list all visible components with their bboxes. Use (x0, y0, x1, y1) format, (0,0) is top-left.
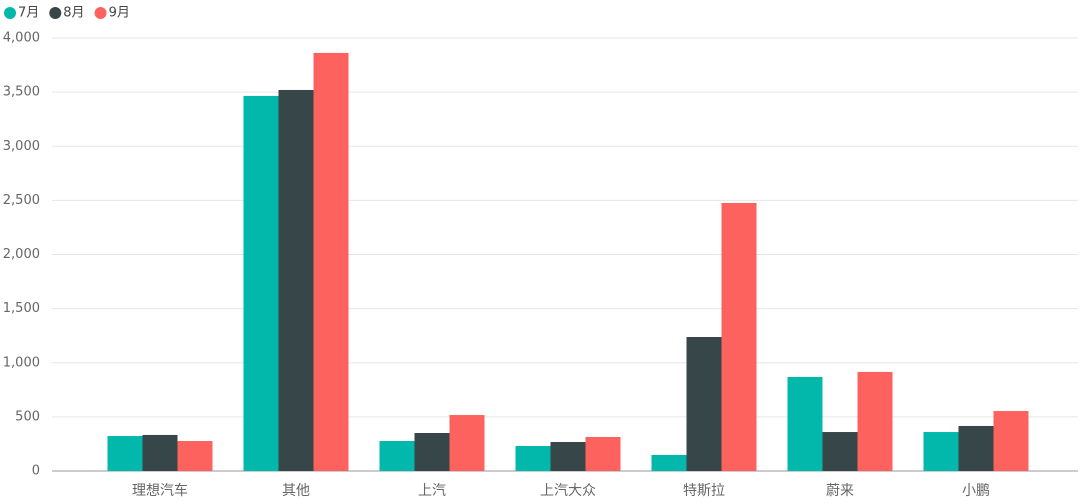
bar (243, 95, 279, 471)
bar (142, 434, 178, 471)
bar (313, 52, 349, 471)
x-tick-label: 上汽大众 (540, 483, 596, 499)
legend-marker (49, 7, 62, 19)
bar (923, 432, 959, 471)
bar (177, 441, 213, 471)
bar (686, 336, 722, 471)
y-tick-label: 2,000 (3, 247, 40, 262)
y-tick-label: 500 (15, 409, 40, 424)
y-tick-label: 2,500 (3, 193, 40, 208)
bar (651, 454, 687, 471)
bar (550, 441, 586, 471)
bar (414, 433, 450, 471)
x-tick-label: 其他 (282, 483, 310, 499)
legend-marker (94, 7, 107, 19)
y-tick-label: 4,000 (3, 31, 40, 46)
bar (379, 441, 415, 471)
bar (449, 415, 485, 471)
legend-marker (4, 7, 16, 19)
bar (585, 437, 621, 471)
legend-label: 8月 (63, 6, 84, 21)
bar (107, 436, 143, 471)
bar (721, 202, 757, 471)
y-tick-label: 1,000 (3, 355, 40, 370)
bar (993, 411, 1029, 471)
legend-label: 7月 (18, 6, 39, 21)
bar (958, 425, 994, 471)
bar (278, 89, 314, 472)
bar (822, 432, 858, 471)
x-tick-label: 小鹏 (962, 483, 990, 499)
legend-label: 9月 (109, 6, 130, 21)
x-tick-label: 理想汽车 (132, 482, 188, 499)
x-tick-label: 上汽 (418, 483, 446, 499)
y-tick-label: 0 (32, 464, 40, 479)
y-tick-label: 1,500 (3, 301, 40, 316)
y-tick-label: 3,500 (3, 85, 40, 100)
bar (515, 445, 551, 471)
x-tick-label: 特斯拉 (683, 483, 725, 499)
y-tick-label: 3,000 (3, 139, 40, 154)
x-tick-label: 蔚来 (826, 483, 854, 499)
bar (787, 376, 823, 471)
bar (857, 371, 893, 471)
